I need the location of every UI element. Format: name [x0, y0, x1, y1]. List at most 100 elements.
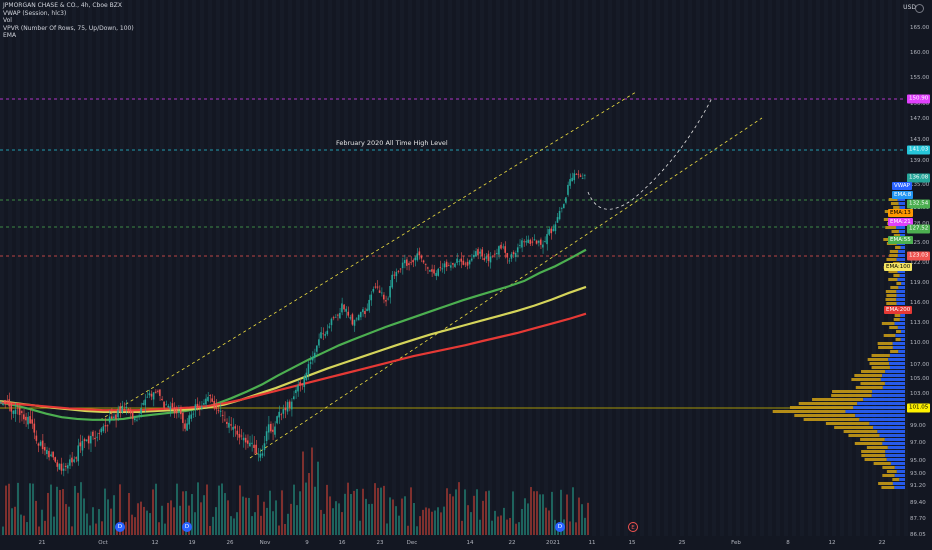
- candle-body: [559, 211, 561, 219]
- volume-bar: [2, 527, 4, 535]
- candle-body: [280, 414, 282, 415]
- vpvr-down-bar: [844, 430, 878, 433]
- candle-body: [527, 240, 529, 243]
- candle-body: [31, 419, 33, 423]
- candle-body: [82, 441, 84, 450]
- volume-bar: [77, 493, 79, 535]
- session-stripe: [416, 0, 420, 536]
- session-stripe: [392, 0, 396, 536]
- vpvr-up-bar: [885, 382, 905, 385]
- candle-body: [176, 410, 178, 414]
- vpvr-down-bar: [831, 394, 872, 397]
- session-stripe: [128, 0, 132, 536]
- legend-vwap[interactable]: VWAP (Session, hlc3): [3, 10, 134, 18]
- candle-body: [310, 362, 312, 364]
- candle-body: [442, 268, 444, 269]
- session-stripe: [624, 0, 628, 536]
- candle-body: [396, 272, 398, 276]
- volume-bar: [350, 494, 352, 535]
- session-stripe: [656, 0, 660, 536]
- volume-bar: [548, 510, 550, 535]
- candle-body: [368, 300, 370, 311]
- candle-body: [36, 436, 38, 441]
- candle-body: [360, 312, 362, 317]
- legend-vpvr[interactable]: VPVR (Number Of Rows, 75, Up/Down, 100): [3, 25, 134, 33]
- volume-bar: [584, 518, 586, 535]
- session-stripe: [272, 0, 276, 536]
- vpvr-up-bar: [888, 358, 905, 361]
- vpvr-down-bar: [895, 246, 900, 249]
- volume-bar: [131, 515, 133, 535]
- volume-bar: [230, 516, 232, 535]
- candle-body: [216, 406, 218, 409]
- dividend-marker[interactable]: D: [555, 522, 565, 532]
- session-stripe: [480, 0, 484, 536]
- candle-body: [490, 256, 492, 262]
- candle-body: [253, 445, 255, 448]
- session-stripe: [80, 0, 84, 536]
- volume-bar: [134, 517, 136, 535]
- session-stripe: [544, 0, 548, 536]
- vpvr-down-bar: [890, 350, 898, 353]
- settings-icon[interactable]: [915, 4, 924, 13]
- dividend-marker[interactable]: D: [182, 522, 192, 532]
- ath-annotation[interactable]: February 2020 All Time High Level: [336, 139, 448, 147]
- session-stripe: [208, 0, 212, 536]
- volume-bar: [404, 496, 406, 535]
- candle-body: [38, 444, 40, 446]
- candle-body: [448, 265, 450, 266]
- session-stripe: [648, 0, 652, 536]
- ema8-tag: EMA:8: [892, 191, 913, 199]
- session-stripe: [296, 0, 300, 536]
- legend-symbol[interactable]: JPMORGAN CHASE & CO., 4h, Cboe BZX: [3, 2, 134, 10]
- vpvr-up-bar: [898, 254, 905, 257]
- volume-bar: [530, 487, 532, 535]
- candle-body: [188, 415, 190, 424]
- session-stripe: [504, 0, 508, 536]
- vpvr-down-bar: [851, 378, 880, 381]
- session-stripe: [192, 0, 196, 536]
- session-stripe: [328, 0, 332, 536]
- session-stripe: [600, 0, 604, 536]
- volume-bar: [146, 511, 148, 535]
- volume-bar: [50, 485, 52, 535]
- candle-body: [54, 457, 56, 461]
- candle-body: [324, 334, 326, 336]
- legend-vol[interactable]: Vol: [3, 17, 134, 25]
- session-stripe: [16, 0, 20, 536]
- vpvr-up-bar: [897, 278, 905, 281]
- volume-bar: [23, 516, 25, 535]
- volume-bar: [347, 483, 349, 535]
- session-stripe: [88, 0, 92, 536]
- vpvr-down-bar: [892, 478, 899, 481]
- candle-body: [239, 434, 241, 438]
- candle-body: [10, 403, 12, 411]
- candle-body: [289, 402, 291, 408]
- candle-body: [220, 411, 222, 412]
- candle-body: [435, 273, 437, 276]
- volume-bar: [506, 520, 508, 535]
- session-stripe: [712, 0, 716, 536]
- session-stripe: [520, 0, 524, 536]
- candle-body: [488, 254, 490, 261]
- volume-bar: [467, 505, 469, 535]
- price-tick-label: 97.00: [910, 440, 926, 446]
- legend-ema[interactable]: EMA: [3, 32, 134, 40]
- volume-bar: [503, 508, 505, 535]
- volume-bar: [578, 498, 580, 535]
- vpvr-up-bar: [885, 454, 905, 457]
- session-stripe: [672, 0, 676, 536]
- vpvr-up-bar: [900, 274, 905, 277]
- price-tick-label: 93.00: [910, 471, 926, 477]
- earnings-marker[interactable]: E: [628, 522, 638, 532]
- vpvr-down-bar: [861, 454, 885, 457]
- session-stripe: [760, 0, 764, 536]
- session-stripe: [808, 0, 812, 536]
- candle-body: [50, 454, 52, 456]
- session-stripe: [288, 0, 292, 536]
- dividend-marker[interactable]: D: [115, 522, 125, 532]
- candle-body: [335, 317, 337, 318]
- volume-bar: [356, 489, 358, 535]
- volume-bar: [545, 508, 547, 535]
